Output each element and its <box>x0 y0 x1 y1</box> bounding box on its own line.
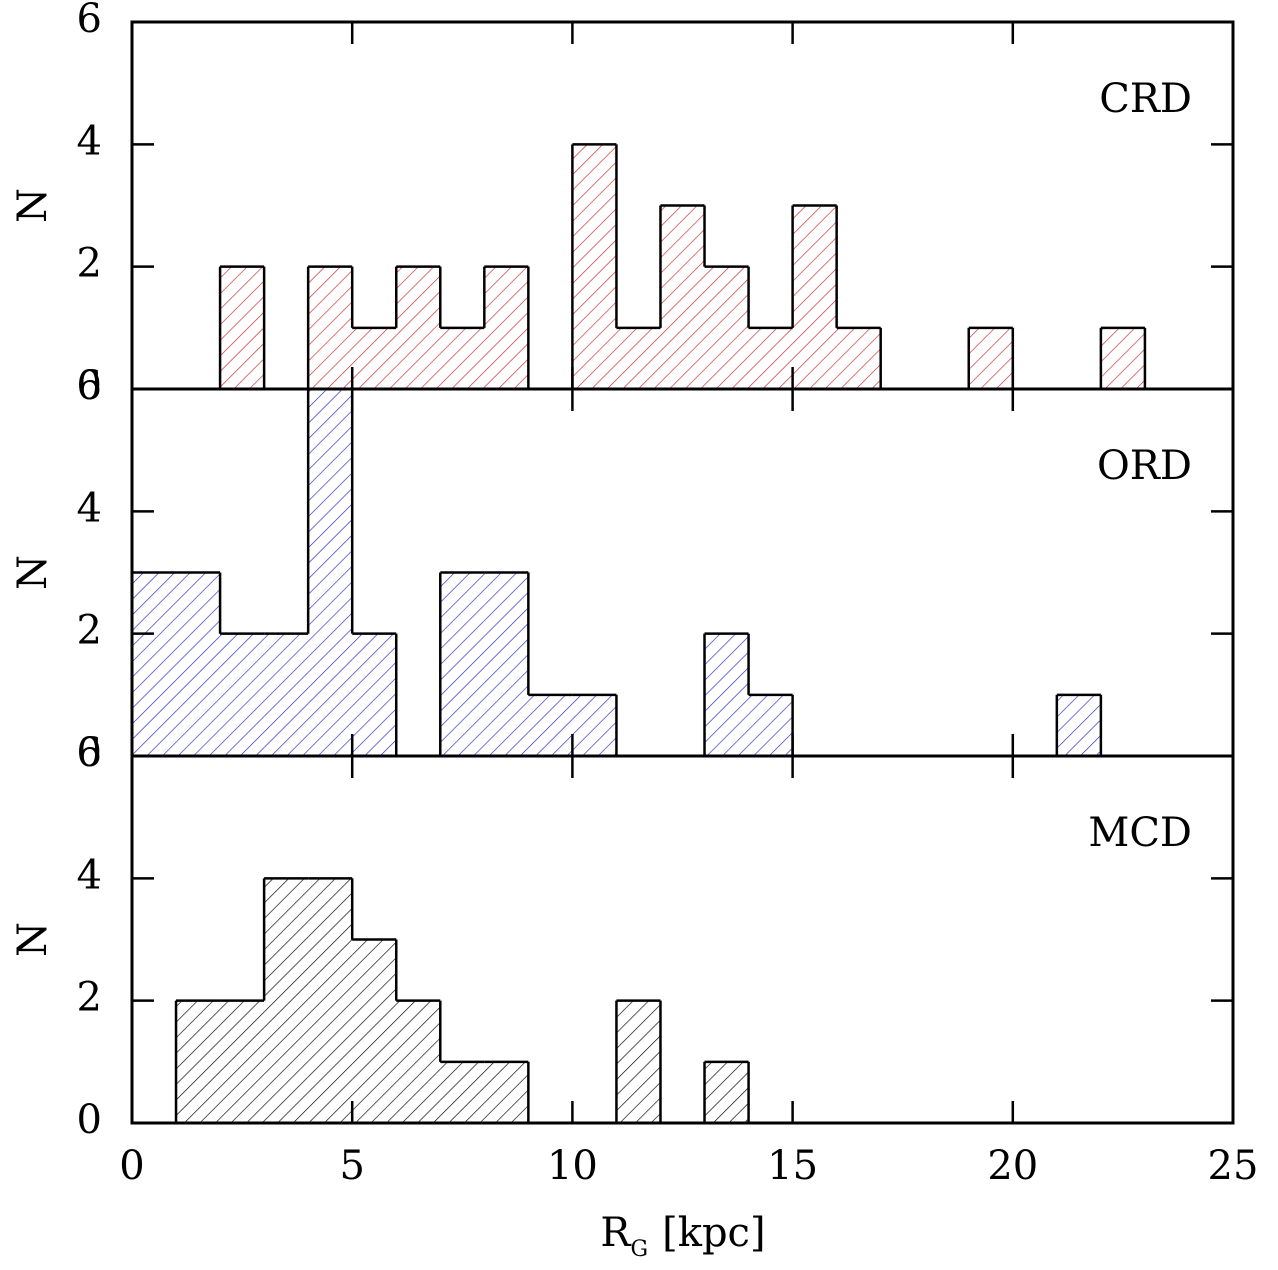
bar <box>440 1061 485 1123</box>
bar <box>308 389 353 756</box>
x-tick-label: 20 <box>987 1143 1038 1189</box>
bar <box>176 1000 221 1123</box>
y-axis-label: N <box>10 188 56 223</box>
bar <box>352 327 397 389</box>
bar <box>220 1000 265 1123</box>
bar <box>484 1061 529 1123</box>
bar <box>352 939 397 1123</box>
bar <box>308 266 353 389</box>
x-tick-label: 25 <box>1208 1143 1259 1189</box>
y-tick-label: 0 <box>77 1097 102 1143</box>
bar <box>1056 694 1101 756</box>
bar <box>440 327 485 389</box>
bar <box>132 572 177 756</box>
bar <box>704 266 749 389</box>
y-axis-label: N <box>10 555 56 590</box>
y-tick-label: 2 <box>77 608 102 654</box>
bar <box>396 1000 441 1123</box>
y-tick-label: 6 <box>77 730 102 776</box>
y-axis-label: N <box>10 922 56 957</box>
y-tick-label: 0 <box>77 363 102 409</box>
bar <box>572 694 617 756</box>
bar <box>220 266 265 389</box>
bar <box>440 572 485 756</box>
x-axis-label-sub: G <box>631 1237 649 1262</box>
panel-label: ORD <box>1097 443 1192 489</box>
x-axis-label-unit: [kpc] <box>662 1210 765 1256</box>
bar <box>748 327 793 389</box>
x-tick-label: 0 <box>119 1143 144 1189</box>
bar <box>572 144 617 389</box>
x-axis-label-main: R <box>600 1210 632 1256</box>
bar <box>792 205 837 389</box>
bar <box>484 266 529 389</box>
bar <box>616 1000 661 1123</box>
y-tick-label: 4 <box>77 852 102 898</box>
y-tick-label: 2 <box>77 975 102 1021</box>
bar <box>308 878 353 1123</box>
bar <box>264 633 309 756</box>
y-tick-label: 4 <box>77 485 102 531</box>
bar <box>704 1061 749 1123</box>
y-tick-label: 2 <box>77 241 102 287</box>
x-tick-label: 10 <box>547 1143 598 1189</box>
panel-label: CRD <box>1099 76 1192 122</box>
panel-frame <box>130 754 1235 1125</box>
x-axis-label: RG [kpc] <box>600 1210 765 1262</box>
bar <box>836 327 881 389</box>
panel-label: MCD <box>1088 810 1192 856</box>
x-tick-label: 15 <box>767 1143 818 1189</box>
bar <box>264 878 309 1123</box>
bar <box>1100 327 1145 389</box>
bar <box>484 572 529 756</box>
bar <box>748 694 793 756</box>
y-tick-label: 6 <box>77 363 102 409</box>
bar <box>396 266 441 389</box>
bar <box>220 633 265 756</box>
y-tick-label: 0 <box>77 730 102 776</box>
bar <box>660 205 705 389</box>
bar <box>704 633 749 756</box>
bar <box>528 694 573 756</box>
bar <box>616 327 661 389</box>
bar <box>968 327 1013 389</box>
x-tick-label: 5 <box>339 1143 364 1189</box>
y-tick-label: 4 <box>77 118 102 164</box>
bar <box>352 633 397 756</box>
y-tick-label: 6 <box>77 0 102 42</box>
bar <box>176 572 221 756</box>
